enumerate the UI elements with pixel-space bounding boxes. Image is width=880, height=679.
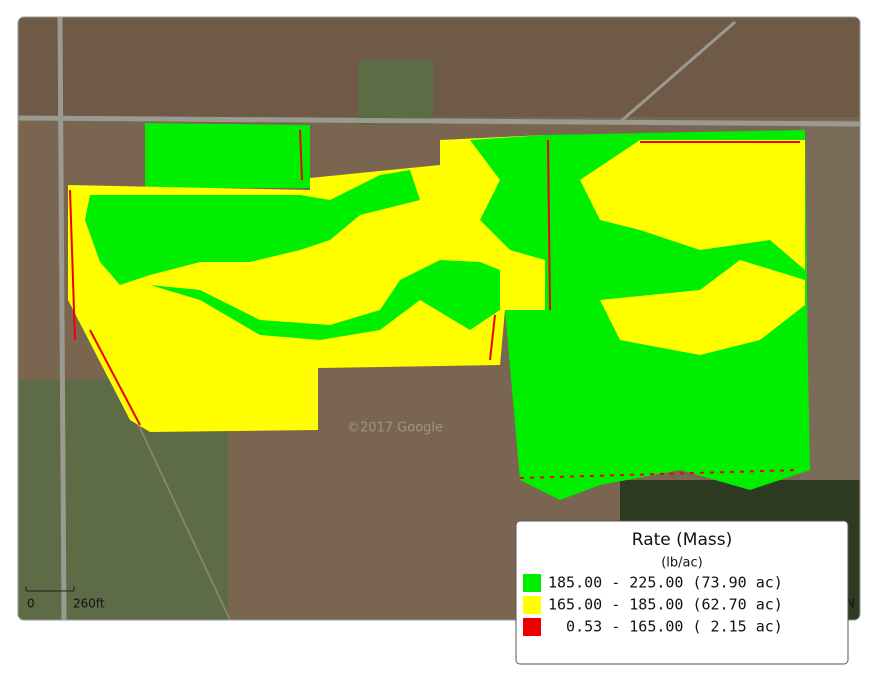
legend-label: 185.00 - 225.00 (73.90 ac) — [548, 574, 783, 592]
rate-zone — [470, 135, 545, 260]
legend-label: 0.53 - 165.00 ( 2.15 ac) — [548, 618, 783, 636]
low-rate-strip — [299, 129, 303, 181]
road — [57, 17, 67, 620]
legend-swatch — [523, 596, 541, 614]
legend-swatch — [523, 574, 541, 592]
low-rate-strip — [547, 139, 551, 311]
legend-title: Rate (Mass) — [632, 530, 732, 550]
low-rate-strip — [519, 469, 801, 479]
low-rate-strip — [89, 329, 141, 426]
legend-label: 165.00 - 185.00 (62.70 ac) — [548, 596, 783, 614]
legend-box — [515, 520, 849, 665]
rate-zone — [85, 170, 420, 285]
rate-zone — [145, 123, 310, 188]
rate-zone — [580, 140, 805, 270]
field-area — [800, 120, 860, 500]
legend-swatch — [523, 618, 541, 636]
farmstead — [358, 60, 433, 125]
scale-start: 0 — [27, 597, 35, 611]
low-rate-strip — [489, 314, 496, 361]
map-frame — [17, 16, 861, 621]
road — [18, 115, 860, 127]
field-area — [18, 17, 860, 117]
scale-end: 260ft — [73, 597, 105, 611]
legend: Rate (Mass) (lb/ac) 185.00 - 225.00 (73.… — [515, 520, 849, 665]
low-rate-edges — [69, 129, 801, 479]
north-label: N — [846, 597, 855, 611]
rate-zone — [150, 260, 500, 340]
rate-zone — [600, 260, 805, 355]
watermark: ©2017 Google — [347, 421, 443, 436]
road — [619, 20, 736, 124]
legend-unit: (lb/ac) — [661, 556, 703, 571]
low-rate-strip — [69, 189, 76, 341]
